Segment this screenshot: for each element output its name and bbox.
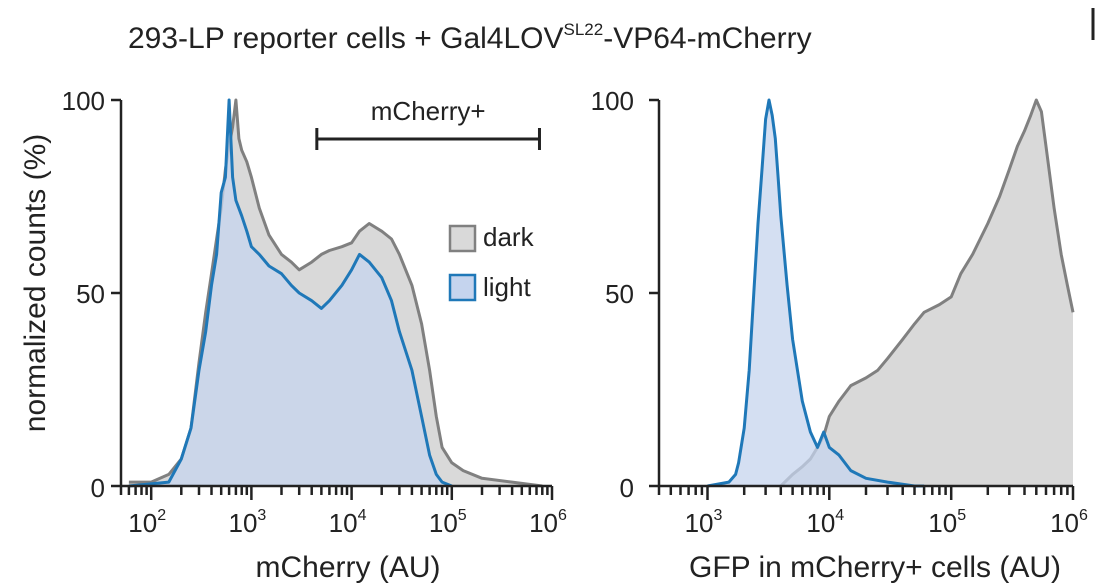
right-line-light [707, 98, 925, 488]
histogram-panel-gfp: 0 50 100 103 104 105 106 GFP in mCherry+ ce… [591, 86, 1088, 584]
figure-title: 293-LP reporter cells + Gal4LOVSL22-VP64… [128, 20, 812, 55]
right-tick-layer [649, 98, 1075, 500]
right-series-layer [707, 98, 1075, 488]
left-ytick-label-0: 0 [91, 473, 105, 503]
title-main: 293-LP reporter cells + Gal4LOV [128, 22, 564, 55]
left-xtick-label: 102 [128, 507, 166, 538]
gate-label: mCherry+ [371, 96, 486, 126]
right-area-light [707, 100, 925, 486]
right-ytick-label-100: 100 [591, 86, 634, 116]
right-ytick-label-50: 50 [605, 279, 634, 309]
right-x-axis-title: GFP in mCherry+ cells (AU) [689, 551, 1061, 584]
right-xtick-label: 103 [685, 507, 723, 538]
right-xtick-label: 106 [1050, 507, 1088, 538]
left-series-layer [128, 98, 543, 488]
left-xtick-label: 106 [529, 507, 567, 538]
left-xtick-label: 103 [228, 507, 266, 538]
left-xtick-label: 105 [429, 507, 467, 538]
right-xtick-labels: 103 104 105 106 [685, 507, 1088, 538]
mcherry-gate: mCherry+ [315, 96, 541, 150]
left-ytick-label-50: 50 [76, 279, 105, 309]
left-tick-layer [111, 98, 554, 500]
title-end: -VP64-mCherry [603, 22, 811, 55]
left-line-light [128, 98, 453, 488]
left-xtick-label: 104 [329, 507, 367, 538]
left-y-axis-title: normalized counts (%) [19, 134, 52, 432]
left-x-axis-title: mCherry (AU) [256, 551, 441, 584]
histogram-panel-mcherry: 0 50 100 102 103 104 105 106 mCherry (AU) no… [19, 86, 567, 584]
right-xtick-label: 104 [806, 507, 844, 538]
left-area-light [128, 100, 452, 486]
left-xtick-labels: 102 103 104 105 106 [128, 507, 567, 538]
legend-swatch-dark [448, 224, 477, 253]
right-ytick-label-0: 0 [620, 473, 634, 503]
title-superscript: SL22 [564, 20, 604, 39]
legend-label-light: light [483, 272, 531, 302]
legend-swatch-light [448, 273, 477, 302]
right-xtick-label: 105 [928, 507, 966, 538]
legend-label-dark: dark [483, 222, 535, 252]
legend: dark light [448, 222, 535, 302]
left-line-dark [128, 98, 543, 488]
left-ytick-label-100: 100 [62, 86, 105, 116]
